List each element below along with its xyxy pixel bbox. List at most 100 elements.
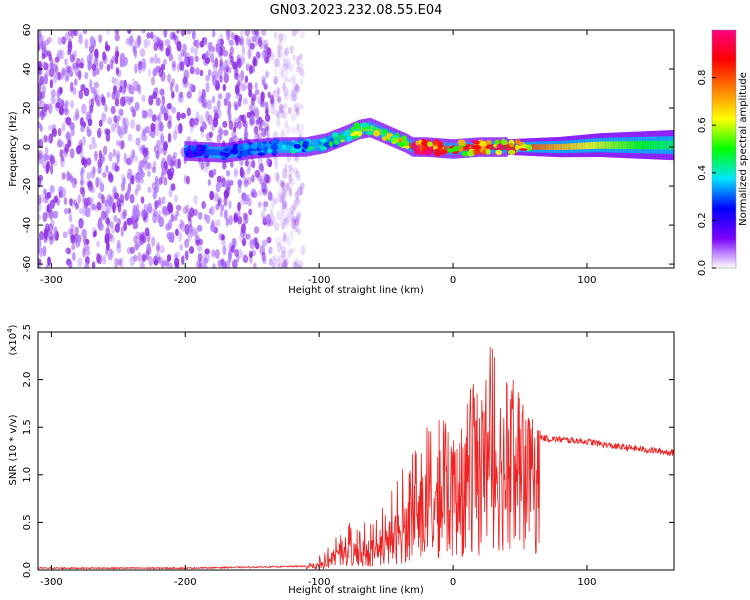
noise-speckle xyxy=(47,256,51,266)
ridge-band xyxy=(663,140,666,150)
noise-speckle xyxy=(131,149,136,159)
noise-speckle xyxy=(102,51,107,61)
noise-speckle xyxy=(294,190,299,202)
ridge-blob xyxy=(189,145,196,152)
noise-speckle xyxy=(259,245,266,256)
noise-speckle xyxy=(69,223,75,232)
ridge-band xyxy=(637,141,640,150)
noise-speckle xyxy=(180,30,185,37)
noise-speckle xyxy=(67,48,72,56)
noise-speckle xyxy=(191,30,196,39)
noise-speckle xyxy=(223,129,229,136)
noise-speckle xyxy=(223,209,228,220)
noise-speckle xyxy=(156,42,162,51)
noise-speckle xyxy=(268,192,274,202)
ridge-band xyxy=(581,142,584,150)
noise-speckle xyxy=(263,43,269,54)
noise-speckle xyxy=(59,140,65,148)
noise-speckle xyxy=(239,166,244,178)
noise-speckle xyxy=(147,206,153,214)
noise-speckle xyxy=(174,257,180,268)
noise-speckle xyxy=(65,247,71,255)
noise-speckle xyxy=(176,30,180,34)
y-tick-label: 20 xyxy=(22,102,33,115)
ridge-band xyxy=(410,143,414,150)
ridge-blob xyxy=(333,132,339,137)
noise-speckle xyxy=(282,231,287,242)
ridge-band xyxy=(341,133,344,140)
noise-speckle xyxy=(91,204,97,211)
noise-speckle xyxy=(233,212,238,220)
ridge-band xyxy=(667,140,671,150)
noise-speckle xyxy=(67,30,73,37)
noise-speckle xyxy=(227,253,232,264)
noise-speckle xyxy=(278,51,283,59)
noise-speckle xyxy=(261,127,267,138)
noise-speckle xyxy=(116,153,120,164)
noise-speckle xyxy=(171,90,175,99)
noise-speckle xyxy=(170,106,177,114)
noise-speckle xyxy=(210,52,215,64)
noise-speckle xyxy=(87,180,94,192)
noise-speckle xyxy=(134,63,138,74)
ridge-band xyxy=(195,148,198,155)
noise-speckle xyxy=(193,194,198,205)
noise-speckle xyxy=(152,91,158,100)
noise-speckle xyxy=(106,64,111,72)
ridge-band xyxy=(491,144,494,150)
ridge-blob xyxy=(271,150,278,155)
noise-speckle xyxy=(41,43,47,55)
noise-speckle xyxy=(281,192,285,203)
noise-speckle xyxy=(119,52,126,63)
noise-speckle xyxy=(243,179,249,187)
noise-speckle xyxy=(112,148,116,158)
noise-speckle xyxy=(105,30,110,35)
ridge-blob xyxy=(366,126,371,130)
noise-speckle xyxy=(287,208,292,217)
ridge-band xyxy=(414,144,417,150)
noise-speckle xyxy=(102,171,107,178)
noise-speckle xyxy=(208,41,213,53)
noise-speckle xyxy=(154,252,161,262)
noise-speckle xyxy=(114,223,120,234)
noise-speckle xyxy=(280,181,286,189)
noise-speckle xyxy=(38,138,44,149)
ridge-blob xyxy=(412,141,417,147)
noise-speckle xyxy=(230,32,235,40)
noise-speckle xyxy=(265,71,270,78)
noise-speckle xyxy=(141,129,147,137)
noise-speckle xyxy=(171,60,176,68)
noise-speckle xyxy=(282,259,288,268)
ridge-band xyxy=(209,149,213,156)
noise-speckle xyxy=(222,49,229,57)
y-tick-label: 2.0 xyxy=(22,372,33,388)
noise-speckle xyxy=(280,245,287,254)
noise-speckle xyxy=(221,234,225,241)
noise-speckle xyxy=(74,69,80,77)
ridge-band xyxy=(566,143,569,150)
noise-speckle xyxy=(262,257,267,265)
noise-speckle xyxy=(139,261,146,268)
noise-speckle xyxy=(56,140,63,148)
noise-speckle xyxy=(178,224,183,231)
ridge-band xyxy=(547,144,550,150)
noise-speckle xyxy=(61,67,66,76)
noise-speckle xyxy=(188,246,195,254)
noise-speckle xyxy=(276,172,280,183)
noise-speckle xyxy=(64,58,68,66)
noise-speckle xyxy=(291,89,295,98)
noise-speckle xyxy=(133,254,138,262)
noise-speckle xyxy=(86,157,92,166)
ridge-blob xyxy=(386,134,391,140)
noise-speckle xyxy=(217,38,222,45)
noise-speckle xyxy=(201,120,207,130)
noise-speckle xyxy=(252,57,258,67)
ridge-band xyxy=(666,140,669,150)
noise-speckle xyxy=(283,217,290,227)
noise-speckle xyxy=(253,35,260,47)
y-tick-label: 2.5 xyxy=(22,324,33,340)
x-tick-label: 0 xyxy=(450,577,456,588)
noise-speckle xyxy=(44,39,50,46)
noise-speckle xyxy=(259,166,265,173)
noise-speckle xyxy=(229,59,233,66)
